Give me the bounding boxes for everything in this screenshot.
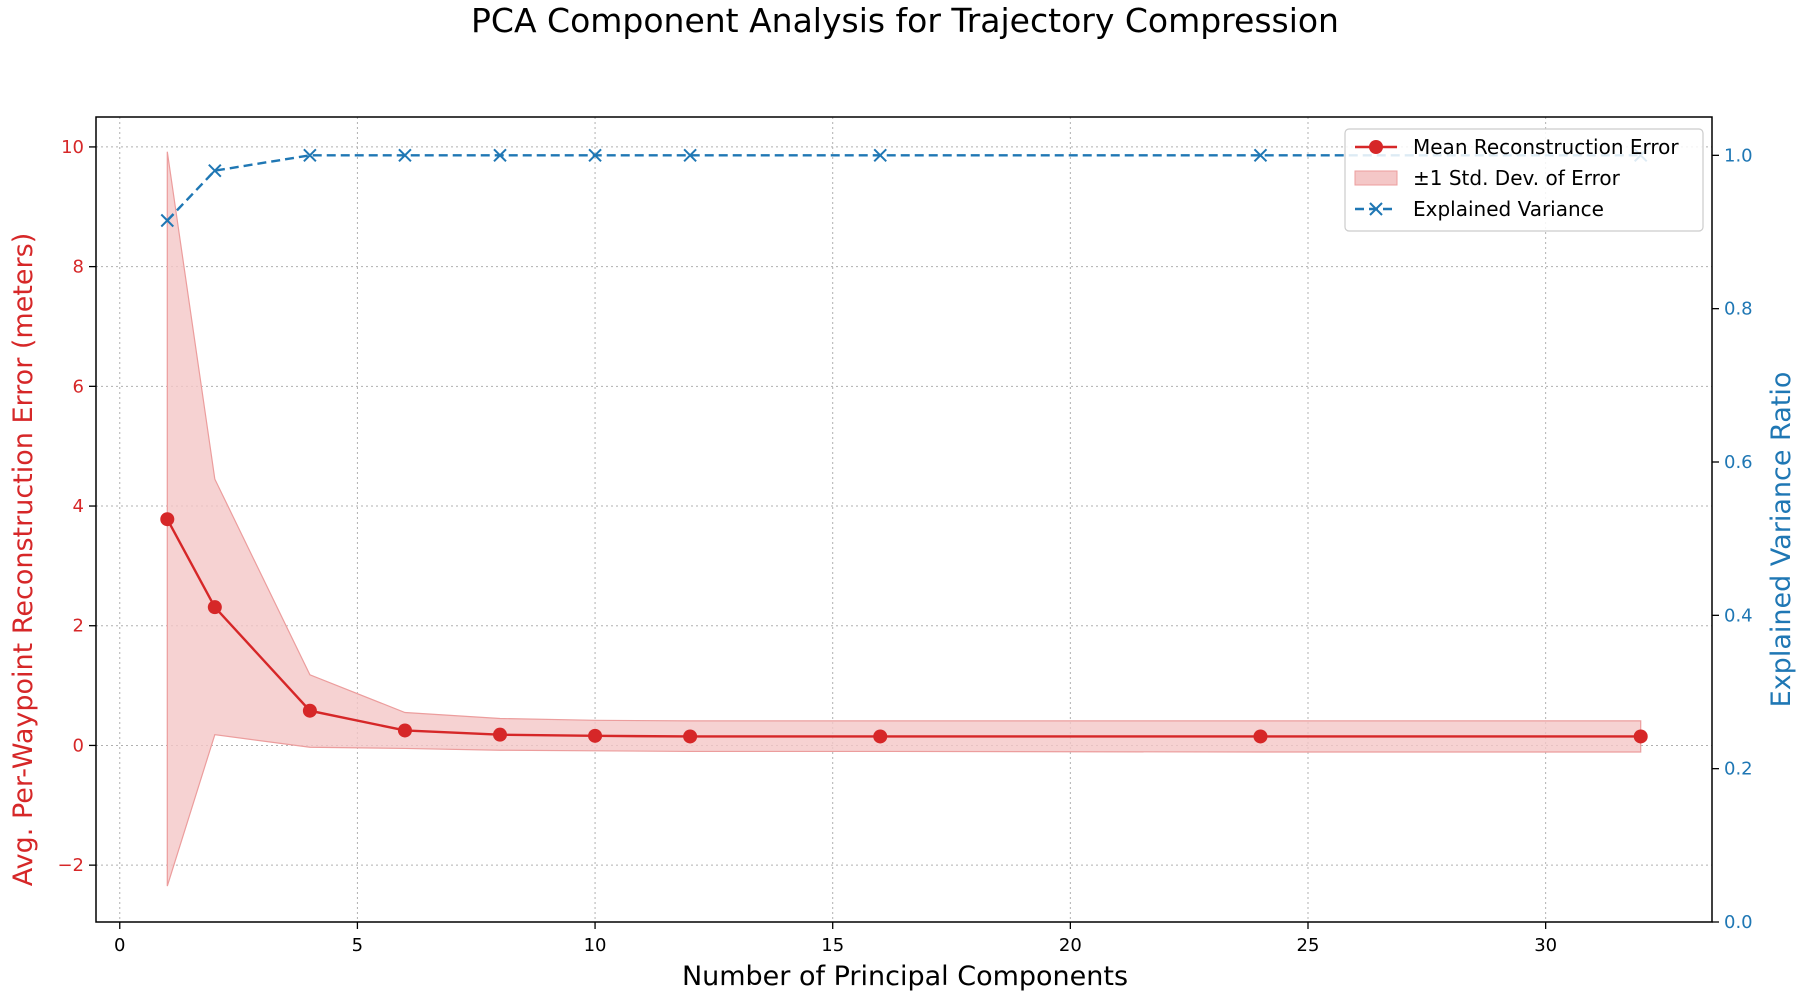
left-tick-label: 0 — [73, 735, 84, 756]
std-band-layer — [166, 151, 1642, 887]
variance-x-stroke — [1253, 148, 1268, 163]
variance-x-stroke — [683, 148, 697, 163]
variance-x-stroke — [160, 213, 175, 228]
mean-error-point — [588, 728, 603, 743]
explained-variance-point — [873, 148, 887, 163]
explained-variance-point — [208, 163, 222, 178]
explained-variance-point — [398, 148, 412, 163]
left-tick-label: 10 — [61, 137, 84, 158]
explained-variance-point — [303, 148, 317, 163]
mean-error-line — [166, 518, 1641, 738]
left-tick-label: −2 — [57, 855, 84, 876]
left-tick-label: 2 — [73, 616, 84, 637]
legend-swatch-std-band — [1354, 170, 1398, 186]
x-tick-label: 5 — [352, 935, 363, 956]
right-tick-label: 0.2 — [1724, 759, 1753, 780]
left-axis-label: Avg. Per-Waypoint Reconstruction Error (… — [8, 233, 39, 886]
mean-error-point — [1253, 729, 1268, 744]
legend-label-variance: Explained Variance — [1413, 197, 1604, 221]
right-tick-label: 0.4 — [1724, 605, 1753, 626]
x-tick-label: 15 — [821, 935, 844, 956]
right-tick-label: 1.0 — [1724, 145, 1753, 166]
legend-label-mean-error: Mean Reconstruction Error — [1413, 135, 1679, 159]
legend: Mean Reconstruction Error ±1 Std. Dev. o… — [1344, 128, 1704, 232]
series-markers-layer — [160, 148, 1648, 744]
right-axis-ticks: 0.0 0.2 0.4 0.6 0.8 1.0 — [1712, 145, 1753, 933]
legend-swatch-error-marker — [1369, 140, 1383, 154]
explained-variance-point — [588, 148, 602, 163]
legend-label-std-band: ±1 Std. Dev. of Error — [1413, 166, 1621, 190]
variance-x-stroke — [873, 148, 887, 163]
std-band — [166, 151, 1642, 887]
mean-error-point — [873, 729, 888, 744]
series-lines-layer — [166, 154, 1641, 738]
explained-variance-point — [683, 148, 697, 163]
left-axis-ticks: −2 0 2 4 6 8 10 — [57, 137, 96, 876]
x-tick-label: 25 — [1297, 935, 1320, 956]
mean-error-point — [302, 703, 317, 718]
legend-x-stroke — [1369, 202, 1383, 216]
variance-x-stroke — [208, 163, 222, 178]
left-tick-label: 8 — [73, 257, 84, 278]
right-tick-label: 0.8 — [1724, 299, 1753, 320]
x-tick-label: 10 — [584, 935, 607, 956]
mean-error-point — [683, 729, 698, 744]
legend-swatch-variance-marker — [1369, 202, 1383, 216]
x-tick-label: 0 — [114, 935, 125, 956]
mean-error-point — [160, 512, 175, 527]
variance-x-stroke — [493, 148, 507, 163]
mean-error-point — [1633, 729, 1648, 744]
right-tick-label: 0.0 — [1724, 912, 1753, 933]
explained-variance-point — [1253, 148, 1268, 163]
mean-error-point — [207, 600, 222, 615]
left-tick-label: 6 — [73, 376, 84, 397]
x-axis-label: Number of Principal Components — [682, 961, 1128, 992]
mean-error-point — [397, 723, 412, 738]
explained-variance-point — [493, 148, 507, 163]
left-tick-label: 4 — [73, 496, 84, 517]
right-axis-label: Explained Variance Ratio — [1766, 372, 1797, 708]
explained-variance-point — [160, 213, 175, 228]
chart-title: PCA Component Analysis for Trajectory Co… — [471, 1, 1339, 40]
variance-x-stroke — [588, 148, 602, 163]
explained-variance-line — [166, 154, 1641, 222]
x-axis-ticks: 0 5 10 15 20 25 30 — [114, 922, 1557, 956]
legend-box — [1344, 128, 1704, 232]
grid — [96, 117, 1712, 922]
variance-x-stroke — [398, 148, 412, 163]
right-tick-label: 0.6 — [1724, 452, 1753, 473]
plot-frame — [95, 116, 1713, 923]
x-tick-label: 20 — [1059, 935, 1082, 956]
mean-error-point — [493, 727, 507, 742]
x-tick-label: 30 — [1534, 935, 1557, 956]
variance-x-stroke — [303, 148, 317, 163]
